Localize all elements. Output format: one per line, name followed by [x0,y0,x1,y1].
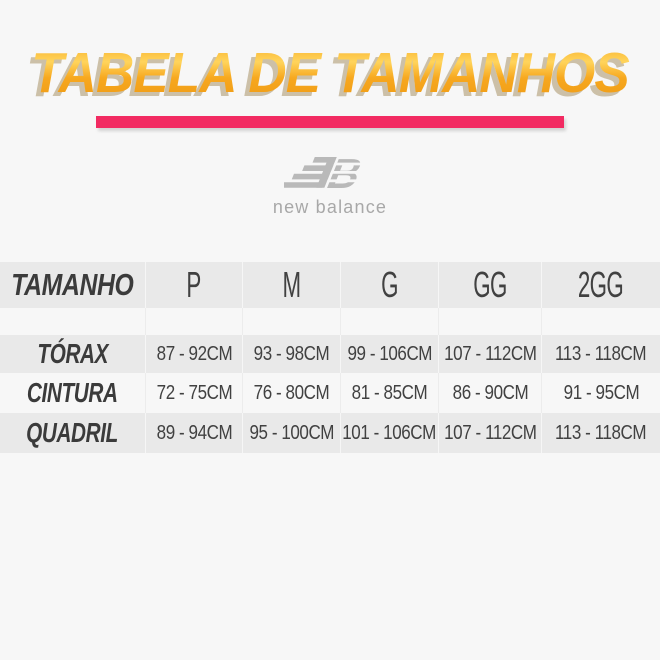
size-label: GG [473,264,507,305]
spacer-cell [438,308,541,335]
table-header-row: TAMANHO P M G GG 2GG [0,262,660,308]
new-balance-nb-icon: B [284,154,370,196]
header-cell-m: M [242,262,340,308]
value-cell: 91 - 95CM [541,373,660,413]
spacer-cell [242,308,340,335]
size-label: P [186,264,202,305]
measure-label: QUADRIL [26,417,119,448]
value-cell: 107 - 112CM [438,413,541,453]
page-title: TABELA DE TAMANHOS TABELA DE TAMANHOS [0,42,660,112]
measure-value: 76 - 80CM [253,381,330,404]
measure-value: 113 - 118CM [555,342,647,365]
page-title-text: TABELA DE TAMANHOS [23,42,637,104]
value-cell: 95 - 100CM [242,413,340,453]
size-label: 2GG [578,264,624,305]
header-cell-p: P [145,262,242,308]
value-cell: 81 - 85CM [340,373,438,413]
header-cell-2gg: 2GG [541,262,660,308]
value-cell: 87 - 92CM [145,335,242,373]
header-label: TAMANHO [11,267,134,302]
measure-value: 81 - 85CM [351,381,428,404]
value-cell: 107 - 112CM [438,335,541,373]
header-cell-g: G [340,262,438,308]
size-table: TAMANHO P M G GG 2GG TÓRAX 87 - 92CM 93 … [0,262,660,453]
row-label-cell: TÓRAX [0,335,145,373]
measure-label: CINTURA [27,377,118,408]
value-cell: 93 - 98CM [242,335,340,373]
page-title-shadow: TABELA DE TAMANHOS [18,46,632,108]
size-label: M [282,264,302,305]
measure-value: 95 - 100CM [249,421,334,444]
spacer-cell [145,308,242,335]
value-cell: 113 - 118CM [541,335,660,373]
value-cell: 72 - 75CM [145,373,242,413]
row-label-cell: QUADRIL [0,413,145,453]
measure-value: 91 - 95CM [563,381,639,404]
brand-logo: B new balance [0,154,660,218]
accent-divider-bar [96,116,564,128]
measure-value: 72 - 75CM [156,381,232,404]
table-row-cintura: CINTURA 72 - 75CM 76 - 80CM 81 - 85CM 86… [0,373,660,413]
measure-value: 89 - 94CM [156,421,232,444]
header-cell-tamanho: TAMANHO [0,262,145,308]
measure-value: 86 - 90CM [452,381,528,404]
header-cell-gg: GG [438,262,541,308]
spacer-cell [340,308,438,335]
value-cell: 113 - 118CM [541,413,660,453]
value-cell: 86 - 90CM [438,373,541,413]
value-cell: 76 - 80CM [242,373,340,413]
measure-label: TÓRAX [37,338,108,369]
spacer-cell [541,308,660,335]
table-row-torax: TÓRAX 87 - 92CM 93 - 98CM 99 - 106CM 107… [0,335,660,373]
value-cell: 101 - 106CM [340,413,438,453]
table-row-quadril: QUADRIL 89 - 94CM 95 - 100CM 101 - 106CM… [0,413,660,453]
measure-value: 113 - 118CM [555,421,647,444]
row-label-cell: CINTURA [0,373,145,413]
measure-value: 93 - 98CM [253,342,330,365]
measure-value: 101 - 106CM [342,421,437,444]
brand-logo-text: new balance [272,197,388,217]
value-cell: 99 - 106CM [340,335,438,373]
measure-value: 99 - 106CM [347,342,432,365]
measure-value: 87 - 92CM [156,342,232,365]
table-spacer-row [0,308,660,335]
value-cell: 89 - 94CM [145,413,242,453]
spacer-cell [0,308,145,335]
measure-value: 107 - 112CM [443,421,537,444]
size-label: G [381,264,398,305]
measure-value: 107 - 112CM [443,342,537,365]
